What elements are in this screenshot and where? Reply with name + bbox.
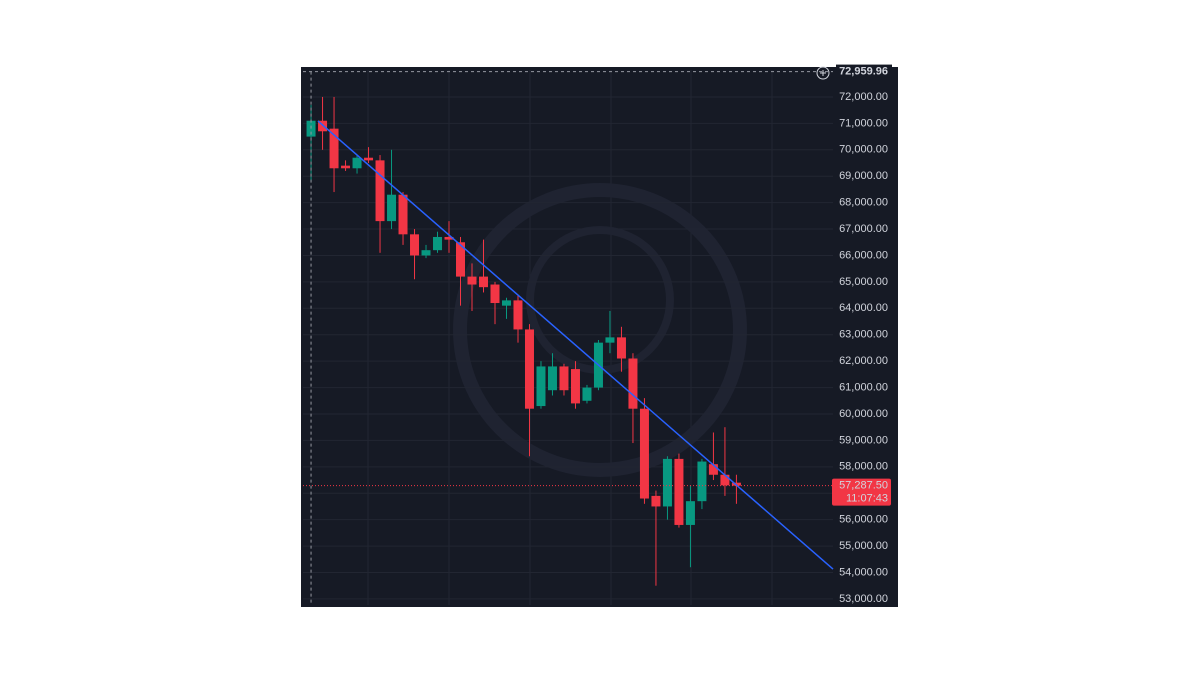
candle-body	[697, 461, 707, 502]
candle-body	[341, 165, 351, 169]
candle-body	[352, 157, 362, 169]
candle-body	[605, 337, 615, 343]
y-tick-label: 66,000.00	[839, 249, 888, 261]
candle-body	[720, 474, 730, 486]
add-icon-plus[interactable]	[820, 70, 826, 76]
candle-body	[708, 464, 718, 475]
y-tick-label: 63,000.00	[839, 329, 888, 341]
candle-body	[387, 194, 397, 222]
candle-body	[478, 276, 488, 288]
candle-body	[410, 234, 420, 256]
watermark-ring	[453, 183, 747, 477]
candle-body	[364, 157, 374, 161]
candle-body	[639, 408, 649, 499]
y-tick-label: 53,000.00	[839, 593, 888, 605]
y-tick-label: 70,000.00	[839, 144, 888, 156]
candle-body	[421, 250, 431, 256]
candle-body	[467, 276, 477, 285]
y-tick-label: 64,000.00	[839, 302, 888, 314]
y-tick-label: 55,000.00	[839, 540, 888, 552]
y-tick-label: 54,000.00	[839, 566, 888, 578]
add-icon[interactable]	[816, 66, 830, 80]
y-tick-label: 58,000.00	[839, 461, 888, 473]
crosshair-price-label: 72,959.96	[839, 65, 888, 77]
y-tick-label: 62,000.00	[839, 355, 888, 367]
y-tick-label: 59,000.00	[839, 434, 888, 446]
candle-body	[547, 366, 557, 391]
candle-body	[501, 300, 511, 306]
candle-body	[513, 300, 523, 330]
candle-body	[456, 242, 466, 277]
y-tick-label: 61,000.00	[839, 381, 888, 393]
candle-body	[306, 120, 316, 137]
candle-body	[674, 458, 684, 525]
candle-body	[375, 160, 385, 222]
candle-body	[329, 128, 339, 169]
y-tick-label: 69,000.00	[839, 170, 888, 182]
candle-body	[398, 194, 408, 235]
y-tick-label: 56,000.00	[839, 514, 888, 526]
candle-body	[662, 458, 672, 507]
y-tick-label: 67,000.00	[839, 223, 888, 235]
candle-body	[651, 495, 661, 507]
crosshair-label-box	[836, 64, 892, 78]
candle-body	[536, 366, 546, 407]
candle-body	[490, 284, 500, 304]
y-tick-label: 71,000.00	[839, 117, 888, 129]
candle-body	[570, 369, 580, 404]
last-price-label: 57,287.50	[839, 480, 888, 492]
y-tick-label: 68,000.00	[839, 197, 888, 209]
candle-body	[628, 358, 638, 409]
trendline	[317, 120, 834, 570]
candle-body	[616, 337, 626, 359]
candle-body	[559, 366, 569, 391]
candle-body	[524, 329, 534, 409]
chart-panel	[301, 67, 898, 607]
candle-body	[318, 120, 328, 132]
candle-body	[444, 236, 454, 240]
candle-body	[582, 387, 592, 401]
last-price-box	[832, 478, 891, 506]
y-tick-label: 60,000.00	[839, 408, 888, 420]
candle-body	[433, 236, 443, 251]
y-tick-label: 65,000.00	[839, 276, 888, 288]
y-tick-label: 72,000.00	[839, 91, 888, 103]
countdown: 11:07:43	[846, 493, 888, 505]
candle-body	[685, 501, 695, 525]
